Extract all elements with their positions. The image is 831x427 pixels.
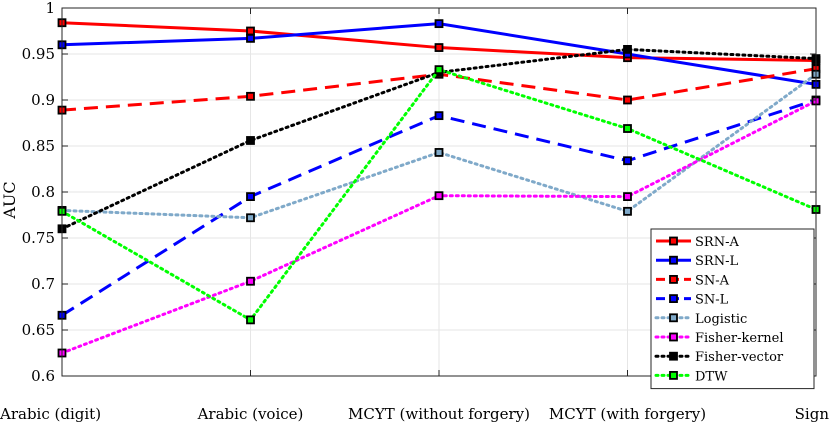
legend-label: SRN-L: [695, 254, 738, 269]
y-tick-label: 0.75: [22, 229, 55, 247]
y-tick-label: 0.95: [22, 45, 55, 63]
x-tick-label: Sign: [795, 405, 830, 423]
data-point: [246, 136, 255, 145]
y-tick-label: 0.9: [31, 91, 55, 109]
y-tick-label: 1: [45, 0, 55, 17]
y-axis-ticks: 0.6 0.65 0.7 0.75 0.8 0.85 0.9 0.95 1: [22, 0, 816, 385]
legend-marker: [669, 236, 678, 246]
data-point: [623, 206, 632, 216]
y-tick-label: 0.6: [31, 367, 55, 385]
x-tick-label: Arabic (voice): [197, 405, 304, 423]
legend-item: Fisher-vector: [654, 350, 784, 365]
x-tick-label: MCYT (without forgery): [348, 405, 530, 423]
legend-marker: [669, 313, 678, 323]
legend-label: Fisher-kernel: [695, 331, 784, 346]
legend-item: SRN-A: [656, 235, 739, 250]
x-tick-label: MCYT (with forgery): [549, 405, 706, 423]
legend-marker: [669, 370, 678, 380]
legend-item: DTW: [654, 369, 728, 384]
data-point: [623, 156, 632, 166]
data-point: [623, 192, 632, 202]
data-point: [434, 65, 444, 75]
legend-item: SRN-L: [656, 254, 738, 269]
legend-item: SN-A: [656, 273, 730, 288]
data-point: [623, 45, 632, 54]
data-point: [434, 148, 444, 157]
legend-marker: [669, 332, 678, 342]
legend-label: SRN-A: [695, 235, 739, 250]
data-point: [246, 33, 255, 43]
legend-label: Logistic: [695, 312, 747, 327]
y-tick-label: 0.85: [22, 137, 55, 155]
legend-label: DTW: [695, 369, 728, 384]
data-point: [434, 191, 444, 201]
y-tick-label: 0.65: [22, 321, 55, 339]
legend-label: SN-A: [695, 273, 730, 288]
data-point: [246, 91, 255, 101]
legend-marker: [669, 255, 678, 265]
y-axis-label: AUC: [0, 181, 19, 219]
data-point: [623, 95, 632, 105]
data-point: [246, 276, 255, 286]
x-tick-label: Arabic (digit): [0, 405, 101, 423]
legend-label: SN-L: [695, 293, 729, 308]
data-point: [246, 213, 255, 223]
y-tick-label: 0.8: [31, 183, 55, 201]
legend-marker: [669, 274, 678, 284]
legend-box: [650, 228, 815, 390]
legend-item: Logistic: [654, 312, 747, 327]
data-point: [434, 43, 444, 52]
legend-item: SN-L: [656, 293, 729, 308]
x-axis-ticks: Arabic (digit) Arabic (voice) MCYT (withou…: [0, 8, 829, 423]
legend-marker: [669, 294, 678, 304]
legend-item: Fisher-kernel: [654, 331, 784, 346]
legend: SRN-A SRN-L SN-A SN-L Logistic Fisher-kernel F…: [650, 228, 815, 390]
data-point: [623, 124, 632, 133]
legend-marker: [669, 351, 678, 361]
legend-label: Fisher-vector: [695, 350, 784, 365]
y-tick-label: 0.7: [31, 275, 55, 293]
data-point: [246, 315, 255, 325]
data-point: [434, 19, 444, 29]
data-point: [434, 111, 444, 121]
data-point: [246, 192, 255, 202]
data-point: [246, 26, 255, 36]
